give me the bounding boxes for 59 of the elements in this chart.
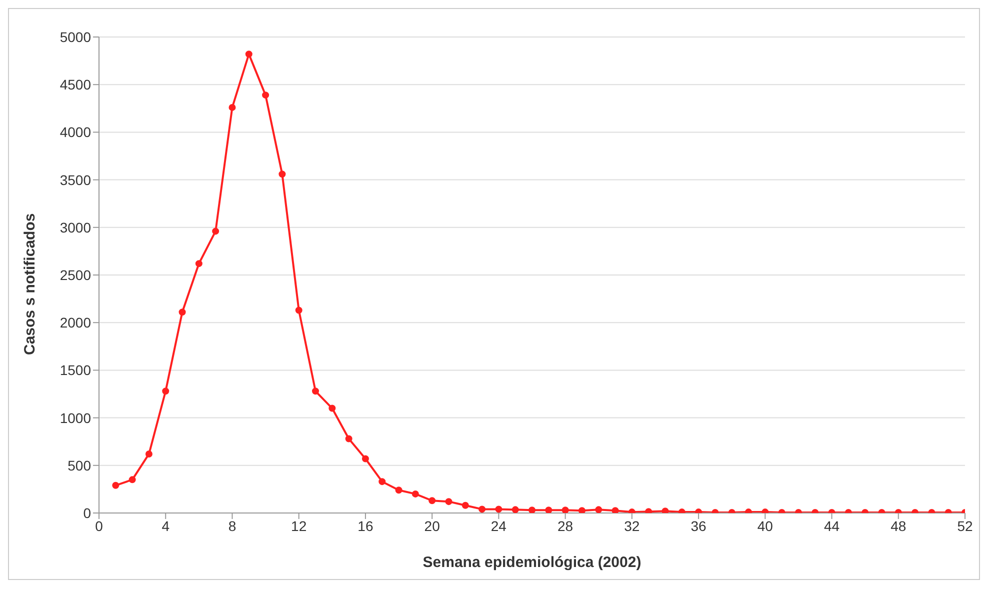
- y-tick-label: 3500: [60, 172, 92, 188]
- y-tick-label: 0: [83, 504, 92, 521]
- x-tick-label: 4: [162, 518, 170, 534]
- y-tick-label: 5000: [60, 28, 92, 45]
- y-axis-title: Casos s notificados: [21, 213, 38, 355]
- point: [178, 308, 186, 316]
- y-tick-label: 4000: [60, 124, 92, 140]
- y-tick-label: 1500: [60, 362, 92, 378]
- point: [128, 476, 136, 484]
- point: [412, 490, 419, 498]
- point: [445, 498, 452, 506]
- x-tick-label: 48: [890, 518, 906, 534]
- point: [262, 92, 270, 99]
- point: [428, 497, 436, 504]
- point: [395, 486, 402, 494]
- y-tick-label: 2500: [60, 266, 92, 283]
- point: [212, 228, 220, 235]
- point: [478, 506, 486, 513]
- y-tick-label: 4500: [60, 76, 92, 93]
- point: [578, 507, 586, 513]
- point: [528, 506, 536, 513]
- x-tick-label: 32: [624, 518, 640, 534]
- x-tick-label: 28: [558, 518, 574, 534]
- y-tick-label: 500: [68, 457, 92, 474]
- point: [278, 170, 286, 178]
- point: [362, 455, 369, 462]
- point: [195, 260, 202, 268]
- x-tick-label: 12: [291, 518, 307, 534]
- x-tick-label: 44: [824, 518, 840, 534]
- point: [295, 306, 302, 314]
- point: [112, 482, 120, 489]
- point: [595, 506, 602, 513]
- point: [545, 506, 552, 513]
- point: [495, 506, 502, 513]
- point: [512, 506, 519, 513]
- x-tick-label: 8: [228, 518, 236, 534]
- y-tick-label: 2000: [60, 314, 92, 331]
- point: [228, 104, 236, 111]
- point: [612, 507, 619, 513]
- point: [378, 478, 386, 486]
- y-tick-label: 1000: [60, 410, 92, 426]
- x-tick-label: 24: [490, 518, 507, 534]
- point: [245, 50, 252, 58]
- point: [562, 506, 569, 513]
- point: [328, 404, 336, 412]
- point: [162, 388, 170, 395]
- x-tick-label: 36: [690, 518, 707, 534]
- point: [462, 502, 469, 509]
- point: [345, 435, 352, 442]
- x-tick-label: 16: [358, 518, 374, 534]
- x-tick-label: 52: [957, 518, 973, 534]
- point: [662, 508, 669, 513]
- y-tick-label: 3000: [60, 219, 92, 236]
- x-tick-label: 40: [757, 518, 774, 534]
- x-tick-label: 0: [95, 518, 104, 534]
- x-tick-label: 20: [424, 518, 440, 534]
- point: [312, 388, 319, 395]
- x-axis-title: Semana epidemiológica (2002): [422, 554, 642, 571]
- point: [145, 450, 152, 458]
